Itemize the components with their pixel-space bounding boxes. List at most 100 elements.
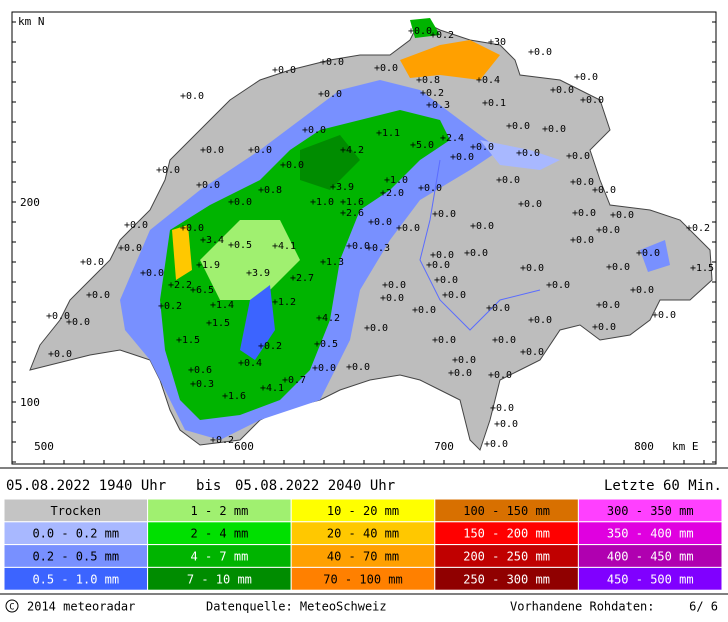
station-value: +0.0: [408, 26, 432, 37]
station-value: +0.2: [258, 341, 282, 352]
station-value: +0.5: [228, 240, 252, 251]
x-tick-label: 600: [234, 440, 254, 453]
legend-label: 2 - 4 mm: [191, 527, 249, 541]
station-value: +0.0: [630, 285, 654, 296]
station-value: +0.0: [450, 152, 474, 163]
legend-label: 0.5 - 1.0 mm: [32, 572, 119, 586]
station-value: +0.4: [476, 75, 500, 86]
copyright-icon: [5, 599, 19, 613]
station-value: +0.0: [606, 262, 630, 273]
station-value: +0.0: [66, 317, 90, 328]
station-value: +0.2: [210, 435, 234, 446]
station-value: +0.0: [434, 275, 458, 286]
station-value: +0.0: [596, 225, 620, 236]
y-tick-label: 100: [20, 396, 40, 409]
period-to: 05.08.2022 2040 Uhr: [235, 478, 395, 494]
station-value: +0.5: [314, 339, 338, 350]
station-value: +0.0: [48, 349, 72, 360]
period-between: bis: [196, 478, 221, 494]
station-value: +4.2: [340, 145, 364, 156]
station-value: +0.0: [432, 335, 456, 346]
legend-label: 0.2 - 0.5 mm: [32, 550, 119, 564]
footer-raw-count: 6/ 6: [689, 600, 718, 614]
station-value: +0.0: [516, 148, 540, 159]
station-value: +0.0: [470, 142, 494, 153]
station-value: +3.9: [246, 268, 270, 279]
station-value: +0.0: [596, 300, 620, 311]
station-value: +0.4: [238, 358, 262, 369]
station-value: +0.0: [312, 363, 336, 374]
station-value: +0.0: [180, 223, 204, 234]
footer-copyright: 2014 meteoradar: [27, 600, 135, 614]
station-value: +0.0: [652, 310, 676, 321]
legend-label: Trocken: [51, 504, 102, 518]
station-value: +0.0: [272, 65, 296, 76]
station-value: +0.2: [158, 301, 182, 312]
station-value: +2.2: [168, 280, 192, 291]
station-value: +0.2: [430, 30, 454, 41]
station-value: +0.0: [426, 260, 450, 271]
station-value: +0.0: [494, 419, 518, 430]
station-value: +0.0: [346, 362, 370, 373]
station-value: +5.0: [410, 140, 434, 151]
legend-label: 70 - 100 mm: [323, 572, 402, 586]
station-value: +0.0: [432, 209, 456, 220]
station-value: +0.0: [228, 197, 252, 208]
station-value: +0.0: [570, 235, 594, 246]
legend-label: 40 - 70 mm: [327, 550, 399, 564]
station-value: +0.8: [416, 75, 440, 86]
station-value: +0.0: [528, 315, 552, 326]
x-tick-label: 500: [34, 440, 54, 453]
station-value: +2.7: [290, 273, 314, 284]
station-value: +0.0: [418, 183, 442, 194]
period-from: 05.08.2022 1940 Uhr: [6, 478, 166, 494]
rain-intense: [172, 225, 192, 280]
station-value: +0.3: [426, 100, 450, 111]
station-value: +0.0: [572, 208, 596, 219]
station-value: +0.0: [488, 370, 512, 381]
station-value: +30: [488, 37, 506, 48]
station-value: +0.0: [520, 263, 544, 274]
station-value: +1.4: [210, 300, 234, 311]
footer-source: Datenquelle: MeteoSchweiz: [206, 600, 387, 614]
station-value: +4.2: [316, 313, 340, 324]
station-value: +0.0: [442, 290, 466, 301]
station-value: +2.4: [440, 133, 464, 144]
station-value: +0.0: [550, 85, 574, 96]
station-value: +0.0: [180, 91, 204, 102]
station-value: +0.0: [518, 199, 542, 210]
station-value: +0.0: [452, 355, 476, 366]
copyright-c: C: [9, 603, 14, 613]
station-value: +0.0: [610, 210, 634, 221]
station-value: +1.5: [206, 318, 230, 329]
rain-heavy: [300, 135, 360, 190]
rain-intense: [410, 18, 440, 38]
stations: +0.0+0.2+30+0.0+0.0+0.0 +0.0+0.8 +0.4 +0.0+…: [46, 26, 714, 450]
station-value: +1.5: [176, 335, 200, 346]
station-value: +0.0: [542, 124, 566, 135]
station-value: +1.3: [320, 257, 344, 268]
rain-light: [640, 240, 670, 272]
legend-label: 4 - 7 mm: [191, 550, 249, 564]
station-value: +0.0: [140, 268, 164, 279]
station-value: +0.0: [346, 241, 370, 252]
station-value: +0.0: [486, 303, 510, 314]
station-value: +0.0: [118, 243, 142, 254]
legend-label: 1 - 2 mm: [191, 504, 249, 518]
frame-ticks: [12, 21, 716, 464]
station-value: +1.0: [384, 175, 408, 186]
station-value: +0.0: [592, 322, 616, 333]
station-value: +0.0: [448, 368, 472, 379]
station-value: +0.2: [420, 88, 444, 99]
legend-label: 100 - 150 mm: [463, 504, 550, 518]
station-value: +0.3: [366, 243, 390, 254]
rain-intense: [400, 40, 500, 80]
station-value: +0.0: [364, 323, 388, 334]
station-value: +0.0: [156, 165, 180, 176]
station-value: +4.1: [272, 241, 296, 252]
station-value: +0.0: [200, 145, 224, 156]
station-value: +0.0: [380, 293, 404, 304]
station-value: +4.1: [260, 383, 284, 394]
station-value: +0.0: [464, 248, 488, 259]
